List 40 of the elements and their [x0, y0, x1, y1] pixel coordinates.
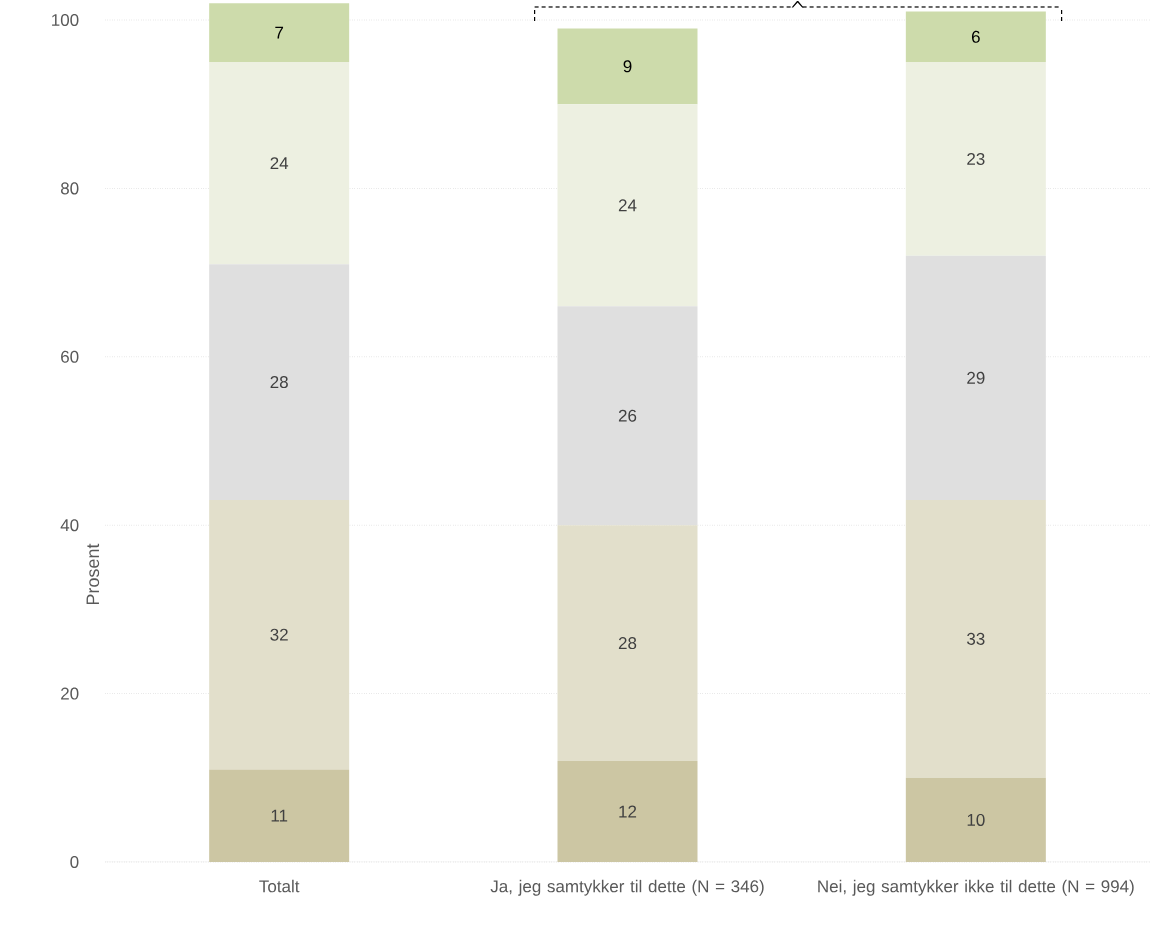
bar [209, 62, 350, 265]
data-label: 9 [623, 60, 632, 73]
data-label: 28 [618, 637, 637, 650]
y-tick-label: 60 [61, 350, 79, 363]
data-label: 7 [275, 26, 284, 39]
bar [905, 255, 1046, 500]
x-tick-label: Nei, jeg samtykker ikke til dette (N = 994) [818, 879, 1134, 896]
bar [905, 11, 1046, 63]
bar [905, 62, 1046, 256]
data-label: 24 [270, 157, 289, 170]
data-label: 33 [967, 632, 985, 645]
data-label: 32 [270, 628, 288, 641]
y-axis-title: Prosent [86, 543, 100, 605]
bar [209, 499, 350, 770]
data-label: 28 [270, 376, 288, 389]
data-label: 10 [967, 813, 985, 826]
y-tick-label: 0 [70, 855, 79, 869]
bar [557, 525, 698, 761]
bar [557, 104, 698, 307]
data-label: 24 [618, 199, 637, 212]
data-label: 26 [618, 409, 637, 422]
y-tick-label: 40 [60, 519, 79, 532]
bar [905, 499, 1046, 778]
y-tick-label: 80 [60, 182, 79, 195]
bar [905, 777, 1046, 862]
data-label: 6 [971, 30, 980, 43]
x-tick-label: Ja, jeg samtykker til dette (N = 346) [490, 879, 764, 896]
data-label: 11 [271, 809, 288, 822]
bar [557, 28, 698, 105]
bar [209, 3, 350, 63]
data-label: 12 [619, 805, 637, 818]
y-tick-label: 100 [52, 13, 79, 27]
bar [209, 264, 350, 500]
bar [557, 306, 698, 526]
x-tick-label: Totalt [259, 879, 300, 893]
data-label: 29 [967, 371, 985, 384]
bar [557, 760, 698, 862]
bar [209, 769, 350, 862]
y-tick-label: 20 [61, 687, 79, 700]
data-label: 23 [967, 152, 985, 165]
